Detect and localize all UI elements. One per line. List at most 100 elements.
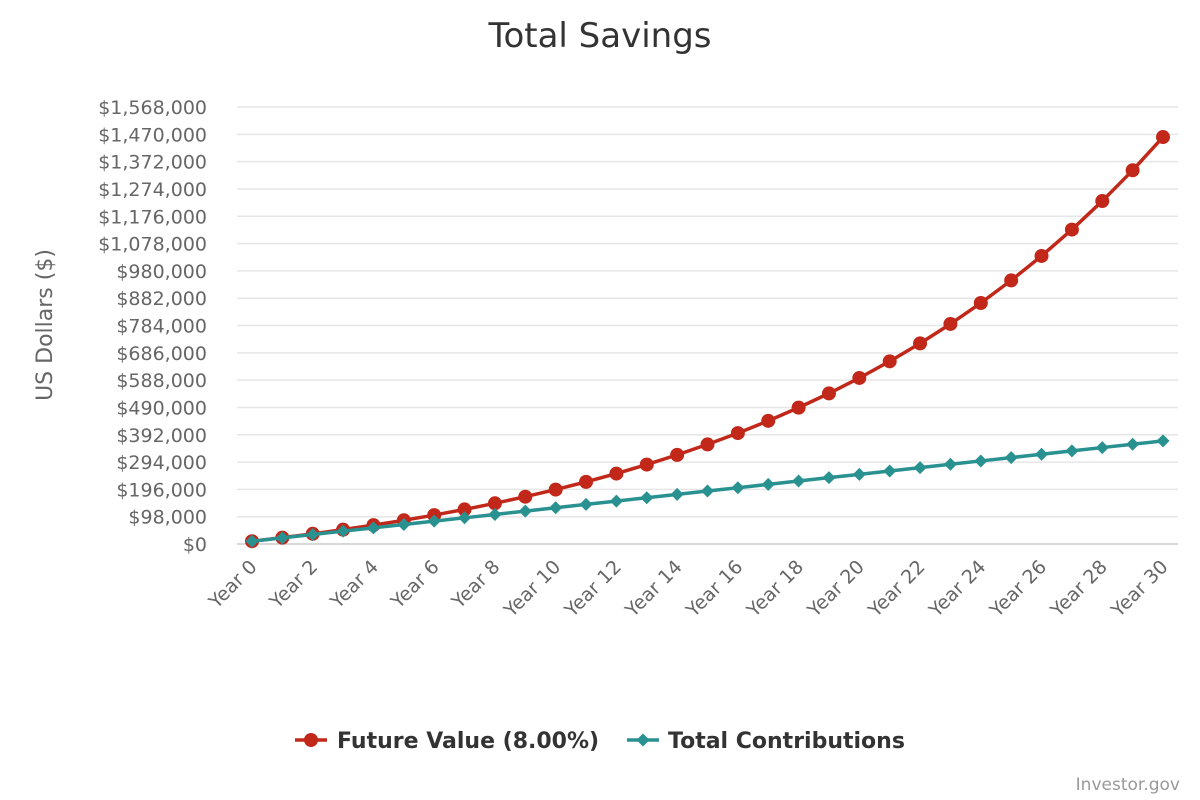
y-tick-label: $588,000 bbox=[116, 370, 207, 392]
data-point[interactable] bbox=[974, 454, 988, 468]
data-point[interactable] bbox=[761, 413, 776, 428]
y-tick-label: $686,000 bbox=[116, 343, 207, 365]
y-tick-label: $0 bbox=[183, 534, 207, 556]
x-tick-label: Year 4 bbox=[325, 556, 383, 614]
data-point[interactable] bbox=[670, 487, 684, 501]
data-point[interactable] bbox=[943, 316, 958, 331]
x-tick-label: Year 6 bbox=[386, 556, 444, 614]
legend-item[interactable]: Future Value (8.00%) bbox=[295, 729, 599, 754]
data-point[interactable] bbox=[1035, 447, 1049, 461]
credit-link[interactable]: Investor.gov bbox=[1076, 775, 1180, 795]
data-point[interactable] bbox=[639, 457, 654, 472]
data-point[interactable] bbox=[913, 461, 927, 475]
data-point[interactable] bbox=[1095, 194, 1110, 209]
data-point[interactable] bbox=[943, 457, 957, 471]
x-tick-label: Year 24 bbox=[924, 556, 990, 622]
legend-marker bbox=[636, 733, 650, 747]
y-axis-label: US Dollars ($) bbox=[33, 249, 58, 401]
data-point[interactable] bbox=[640, 491, 654, 505]
data-point[interactable] bbox=[487, 496, 502, 511]
data-point[interactable] bbox=[306, 528, 320, 542]
x-tick-label: Year 26 bbox=[985, 556, 1051, 622]
x-tick-label: Year 0 bbox=[204, 556, 262, 614]
y-tick-label: $784,000 bbox=[116, 316, 207, 338]
legend-label: Future Value (8.00%) bbox=[337, 729, 599, 754]
y-tick-label: $1,470,000 bbox=[98, 124, 207, 146]
data-point[interactable] bbox=[822, 471, 836, 485]
legend: Future Value (8.00%) Total Contributions bbox=[295, 729, 905, 754]
data-point[interactable] bbox=[1004, 451, 1018, 465]
data-point[interactable] bbox=[730, 426, 745, 441]
data-point[interactable] bbox=[1095, 441, 1109, 455]
y-tick-label: $1,568,000 bbox=[98, 97, 207, 119]
y-tick-label: $392,000 bbox=[116, 425, 207, 447]
data-point[interactable] bbox=[366, 521, 380, 535]
data-point[interactable] bbox=[245, 534, 259, 548]
data-point[interactable] bbox=[458, 511, 472, 525]
x-tick-label: Year 20 bbox=[803, 556, 869, 622]
data-point[interactable] bbox=[1156, 130, 1170, 145]
chart-title: Total Savings bbox=[487, 16, 711, 56]
legend-marker bbox=[304, 733, 318, 747]
legend-item[interactable]: Total Contributions bbox=[627, 729, 905, 754]
y-tick-label: $196,000 bbox=[116, 479, 207, 501]
x-tick-label: Year 16 bbox=[681, 556, 747, 622]
series-total-contributions bbox=[245, 434, 1170, 548]
x-tick-label: Year 28 bbox=[1046, 556, 1112, 622]
data-point[interactable] bbox=[701, 484, 714, 498]
grid bbox=[237, 106, 1178, 545]
data-point[interactable] bbox=[1004, 273, 1019, 288]
y-tick-label: $882,000 bbox=[116, 288, 207, 310]
x-tick-label: Year 14 bbox=[621, 556, 687, 622]
data-point[interactable] bbox=[1034, 248, 1049, 263]
data-point[interactable] bbox=[336, 524, 350, 538]
x-tick-label: Year 22 bbox=[864, 556, 930, 622]
data-point[interactable] bbox=[609, 494, 623, 508]
data-point[interactable] bbox=[670, 447, 685, 462]
x-tick-label: Year 12 bbox=[560, 556, 626, 622]
data-point[interactable] bbox=[518, 489, 533, 504]
data-point[interactable] bbox=[1156, 434, 1170, 448]
data-point[interactable] bbox=[488, 507, 502, 521]
data-point[interactable] bbox=[518, 504, 532, 518]
data-point[interactable] bbox=[792, 474, 806, 488]
x-tick-label: Year 18 bbox=[742, 556, 808, 622]
x-tick-label: Year 30 bbox=[1106, 556, 1172, 622]
x-tick-label: Year 8 bbox=[447, 556, 505, 614]
y-tick-label: $490,000 bbox=[116, 397, 207, 419]
data-point[interactable] bbox=[731, 481, 745, 495]
data-point[interactable] bbox=[883, 464, 897, 478]
data-point[interactable] bbox=[913, 336, 928, 351]
data-point[interactable] bbox=[791, 400, 806, 415]
y-tick-label: $98,000 bbox=[128, 507, 207, 529]
data-point[interactable] bbox=[609, 466, 624, 481]
y-tick-label: $980,000 bbox=[116, 261, 207, 283]
data-point[interactable] bbox=[761, 477, 775, 491]
legend-label: Total Contributions bbox=[668, 729, 905, 754]
series-layer bbox=[245, 130, 1170, 549]
data-point[interactable] bbox=[548, 482, 563, 497]
data-point[interactable] bbox=[1126, 437, 1140, 451]
data-point[interactable] bbox=[397, 517, 411, 531]
data-point[interactable] bbox=[579, 474, 594, 489]
data-point[interactable] bbox=[275, 531, 289, 545]
data-point[interactable] bbox=[457, 502, 472, 517]
data-point[interactable] bbox=[700, 437, 715, 452]
data-point[interactable] bbox=[852, 370, 867, 385]
data-point[interactable] bbox=[1125, 163, 1140, 178]
y-tick-label: $1,274,000 bbox=[98, 179, 207, 201]
data-point[interactable] bbox=[1065, 444, 1079, 458]
data-point[interactable] bbox=[973, 296, 988, 311]
data-point[interactable] bbox=[427, 514, 441, 528]
y-tick-label: $1,176,000 bbox=[98, 206, 207, 228]
data-point[interactable] bbox=[852, 467, 866, 481]
data-point[interactable] bbox=[821, 386, 836, 401]
data-point[interactable] bbox=[579, 497, 593, 511]
y-axis-ticks: $0 $98,000 $196,000 $294,000 $392,000 $490,00… bbox=[98, 97, 207, 556]
y-tick-label: $294,000 bbox=[116, 452, 207, 474]
data-point[interactable] bbox=[882, 354, 897, 369]
data-point[interactable] bbox=[549, 501, 563, 515]
data-point[interactable] bbox=[1064, 222, 1079, 237]
